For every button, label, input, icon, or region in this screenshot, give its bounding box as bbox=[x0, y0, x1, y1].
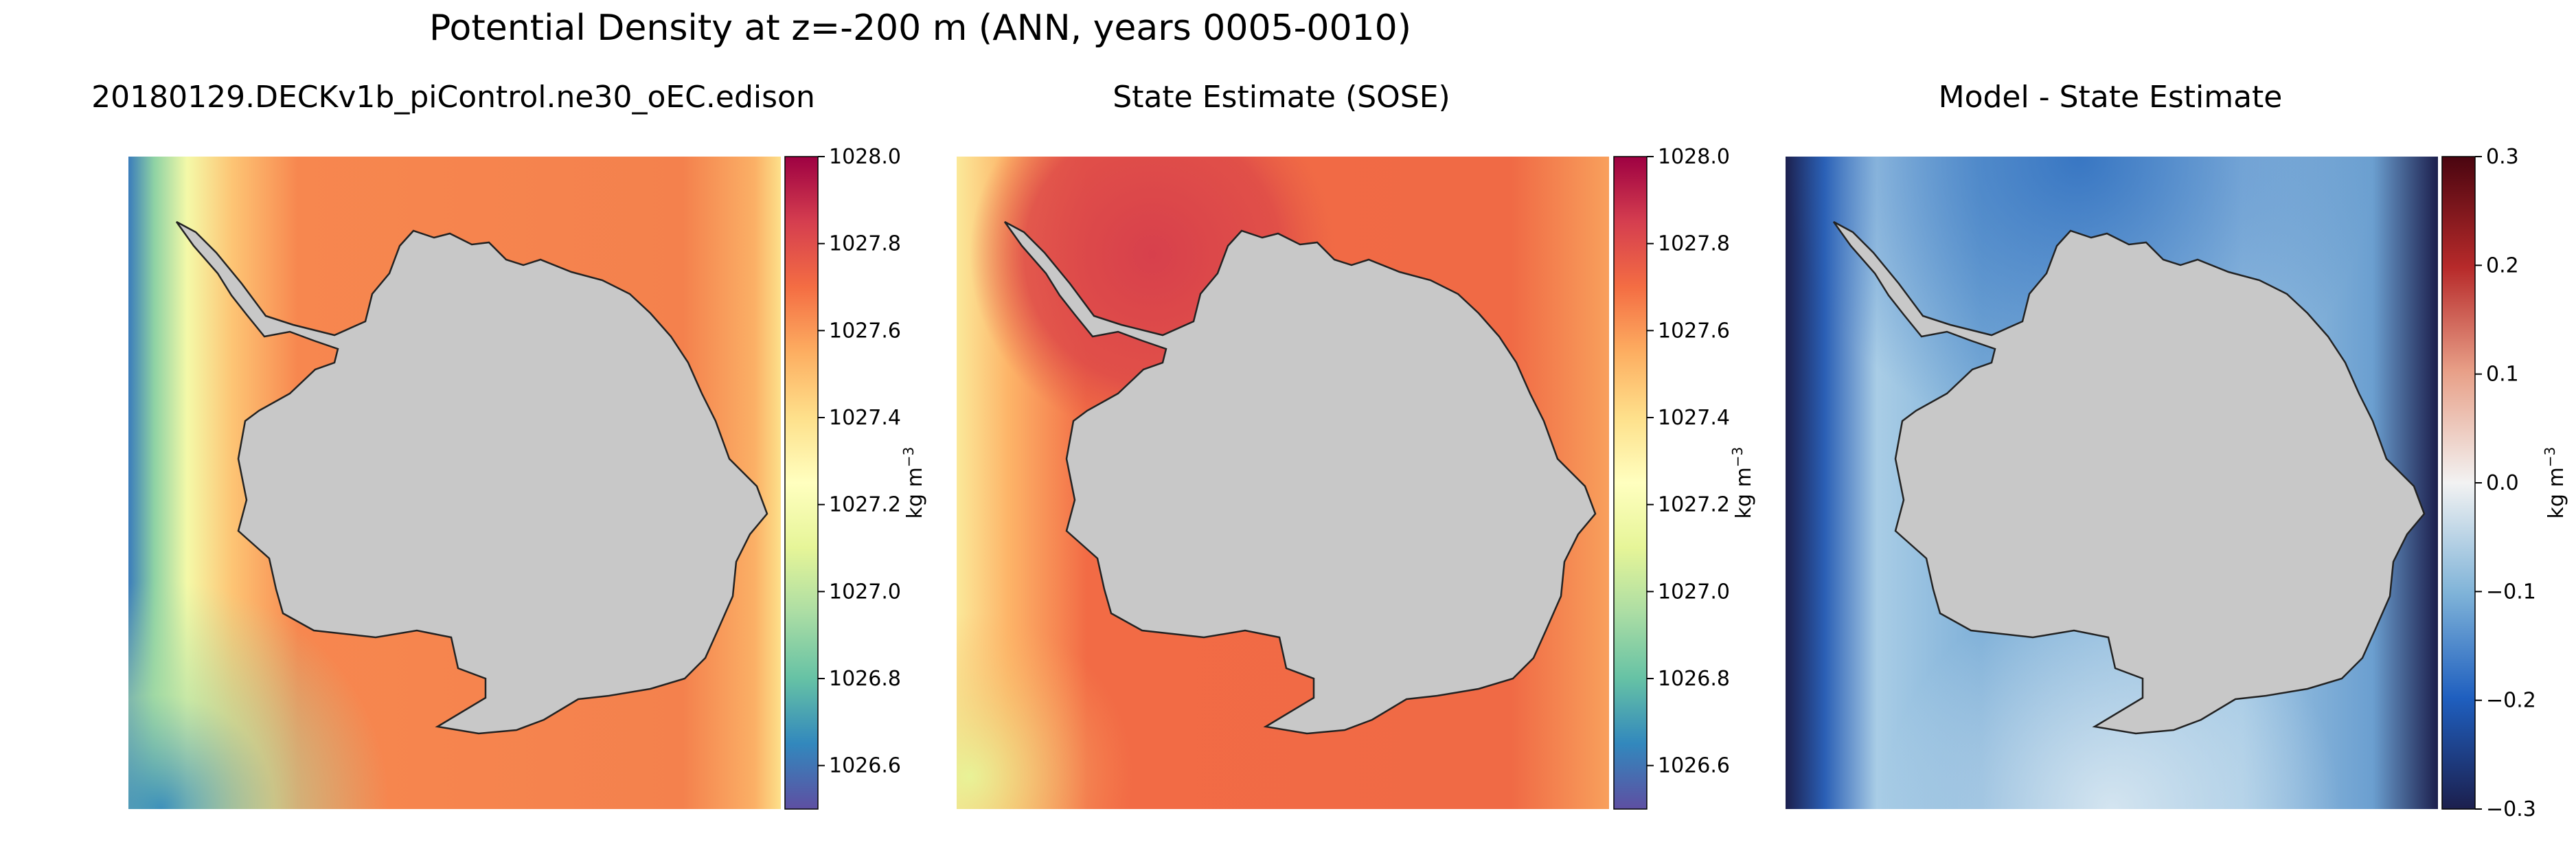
colorbar-tick-label: −0.3 bbox=[2486, 797, 2536, 821]
panel-sose-map bbox=[957, 157, 1609, 809]
panel-model-title: 20180129.DECKv1b_piControl.ne30_oEC.edis… bbox=[91, 80, 815, 115]
colorbar-tick-label: 1028.0 bbox=[1658, 145, 1730, 169]
figure-title: Potential Density at z=-200 m (ANN, year… bbox=[429, 8, 1411, 49]
colorbar-tick-label: 1027.8 bbox=[829, 232, 901, 256]
colorbar-tick-label: 1026.6 bbox=[1658, 754, 1730, 778]
colorbar-tick-label: −0.1 bbox=[2486, 580, 2536, 604]
colorbar-tick-label: 1027.0 bbox=[1658, 580, 1730, 604]
panel-model-map bbox=[128, 157, 781, 809]
colorbar-difference: −0.3 −0.2 −0.1 0.0 0.1 0.2 0.3 kg m−3 bbox=[2441, 145, 2568, 821]
colorbar-label-difference: kg m−3 bbox=[2542, 447, 2568, 519]
colorbar-tick-label: 0.0 bbox=[2486, 471, 2519, 495]
panel-difference-map bbox=[1786, 157, 2438, 809]
colorbar-tick-label: 1027.8 bbox=[1658, 232, 1730, 256]
colorbar-sose: 1026.6 1026.8 1027.0 1027.2 1027.4 1027.6 1027… bbox=[1613, 145, 1756, 810]
colorbar-tick-label: 1027.0 bbox=[829, 580, 901, 604]
colorbar-label-model: kg m−3 bbox=[900, 447, 927, 519]
colorbar-tick-label: 1027.4 bbox=[829, 406, 901, 430]
colorbar-tick-label: 0.2 bbox=[2486, 253, 2519, 277]
colorbar-tick-label: 1027.2 bbox=[829, 493, 901, 517]
colorbar-tick-label: 1026.8 bbox=[1658, 667, 1730, 691]
colorbar-tick-label: −0.2 bbox=[2486, 689, 2536, 713]
panel-model: 20180129.DECKv1b_piControl.ne30_oEC.edis… bbox=[91, 80, 927, 810]
colorbar-tick-label: 1027.6 bbox=[829, 319, 901, 343]
colorbar-tick-label: 1028.0 bbox=[829, 145, 901, 169]
colorbar-tick-label: 1026.6 bbox=[829, 754, 901, 778]
colorbar-label-sose: kg m−3 bbox=[1729, 447, 1756, 519]
panel-difference: Model - State Estimate −0.3 −0.2 −0.1 0.0 0.… bbox=[1786, 80, 2568, 821]
colorbar-tick-label: 0.3 bbox=[2486, 145, 2519, 169]
colorbar-tick-label: 1027.4 bbox=[1658, 406, 1730, 430]
colorbar-tick-label: 0.1 bbox=[2486, 363, 2519, 387]
panel-difference-title: Model - State Estimate bbox=[1939, 80, 2283, 115]
panel-sose-title: State Estimate (SOSE) bbox=[1113, 80, 1450, 115]
colorbar-tick-label: 1027.2 bbox=[1658, 493, 1730, 517]
colorbar-tick-label: 1027.6 bbox=[1658, 319, 1730, 343]
colorbar-tick-label: 1026.8 bbox=[829, 667, 901, 691]
colorbar-model: 1026.6 1026.8 1027.0 1027.2 1027.4 1027.6 1027… bbox=[784, 145, 927, 810]
panel-sose: State Estimate (SOSE) 1026.6 1026.8 1027.0… bbox=[957, 80, 1756, 810]
